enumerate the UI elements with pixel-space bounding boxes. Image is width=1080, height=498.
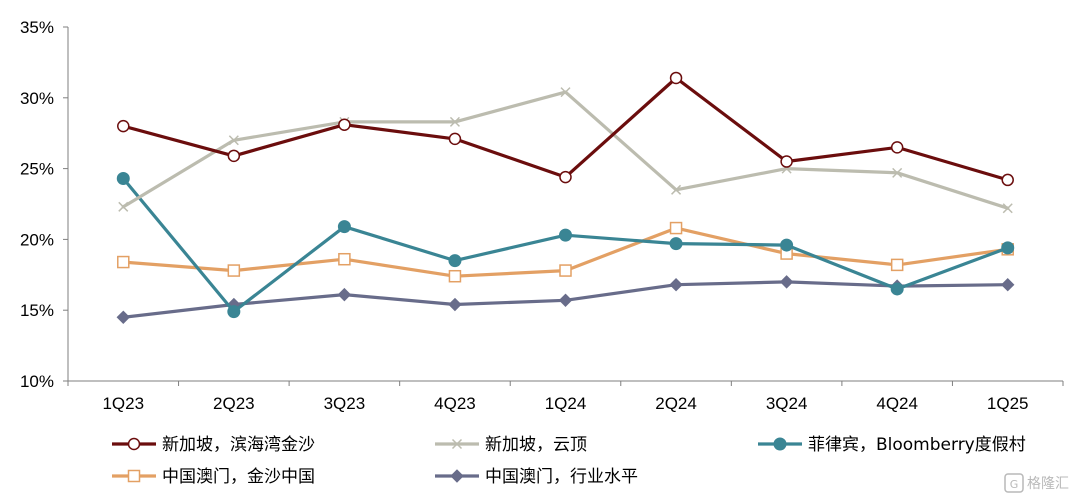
watermark: G 格隆汇 [1004, 473, 1069, 493]
y-tick-label: 15% [20, 301, 54, 320]
data-point [779, 275, 794, 289]
x-tick-label: 1Q23 [102, 394, 144, 413]
x-tick-label: 3Q24 [766, 394, 808, 413]
y-tick-label: 30% [20, 89, 54, 108]
legend-label: 新加坡，滨海湾金沙 [162, 435, 315, 455]
legend-item: 菲律宾，Bloomberry度假村 [758, 435, 1026, 455]
data-point [558, 293, 573, 307]
data-point [892, 167, 903, 178]
data-point [117, 255, 130, 269]
legend-label: 新加坡，云顶 [485, 435, 587, 455]
data-point [118, 201, 129, 212]
y-tick-label: 10% [20, 372, 54, 391]
data-point [338, 118, 351, 131]
data-point [1002, 203, 1013, 214]
legend-label: 中国澳门，行业水平 [485, 467, 638, 487]
watermark-logo-icon [1004, 473, 1024, 493]
data-point [1001, 241, 1015, 255]
data-point [337, 220, 351, 234]
legend-label: 中国澳门，金沙中国 [162, 467, 315, 487]
series-3 [116, 172, 1015, 319]
series-1 [117, 71, 1014, 187]
data-point [669, 71, 683, 85]
data-point [448, 297, 462, 312]
x-tick-label: 2Q23 [213, 394, 255, 413]
legend-marker [450, 469, 464, 483]
x-tick-label: 1Q25 [987, 394, 1029, 413]
data-point [116, 310, 130, 324]
legend-item: 中国澳门，金沙中国 [112, 467, 315, 487]
legend: 新加坡，滨海湾金沙 新加坡，云顶 菲律宾，Bloomberry度假村中国澳门，金沙中… [112, 435, 1026, 487]
watermark-logo-mark: G [1010, 478, 1019, 491]
data-point [117, 119, 130, 133]
data-point [227, 305, 241, 319]
plot-series [116, 71, 1015, 324]
y-tick-label: 20% [20, 230, 54, 249]
data-point [559, 228, 572, 242]
legend-marker [451, 438, 463, 450]
y-tick-label: 25% [20, 160, 54, 179]
legend-marker [127, 437, 141, 451]
data-point [448, 132, 462, 146]
data-point [227, 264, 241, 277]
x-tick-label: 4Q23 [434, 394, 476, 413]
data-point [449, 116, 460, 127]
legend-marker [127, 469, 141, 483]
data-point [780, 238, 794, 252]
data-point [448, 269, 462, 283]
x-tick-label: 2Q24 [655, 394, 697, 413]
data-point [560, 87, 571, 98]
series-line [121, 176, 1010, 314]
legend-item: 新加坡，滨海湾金沙 [112, 435, 315, 455]
legend-item: 新加坡，云顶 [435, 435, 587, 455]
data-point [338, 252, 351, 266]
data-point [559, 170, 572, 184]
data-point [669, 237, 683, 251]
y-axis: 10% 15% 20% 25% 30% 35% [20, 18, 69, 391]
data-point [669, 278, 683, 292]
data-point [228, 135, 239, 146]
data-point [671, 184, 682, 195]
data-point [448, 254, 462, 268]
data-point [890, 258, 904, 272]
legend-item: 中国澳门，行业水平 [435, 467, 638, 487]
series-2 [118, 87, 1013, 214]
data-point [890, 282, 904, 296]
data-point [337, 287, 352, 302]
data-point [890, 141, 904, 154]
data-point [1001, 173, 1014, 187]
legend-label: 菲律宾，Bloomberry度假村 [808, 435, 1026, 455]
watermark-text: 格隆汇 [1027, 476, 1069, 492]
data-point [1001, 278, 1015, 292]
legend-marker [773, 437, 787, 451]
data-point [669, 221, 683, 235]
data-point [227, 149, 241, 163]
x-tick-label: 4Q24 [876, 394, 918, 413]
y-tick-label: 35% [20, 18, 54, 37]
data-point [116, 172, 130, 186]
x-axis: 1Q23 2Q23 3Q23 4Q23 1Q24 2Q24 3Q24 4Q24 1Q25 [67, 380, 1064, 413]
data-point [559, 264, 572, 277]
data-point [780, 155, 793, 168]
x-tick-label: 1Q24 [545, 394, 587, 413]
x-tick-label: 3Q23 [324, 394, 366, 413]
